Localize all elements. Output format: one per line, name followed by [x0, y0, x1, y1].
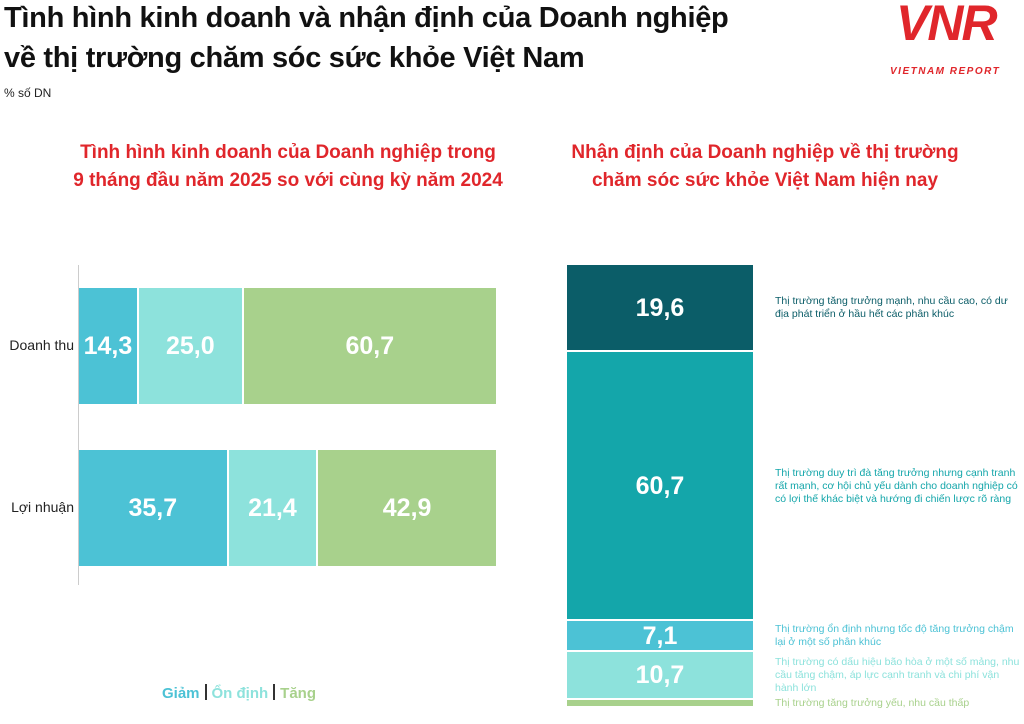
bar-segment	[567, 699, 753, 706]
category-label: Doanh thu	[9, 337, 74, 353]
legend-separator	[204, 684, 207, 700]
chart-title: Nhận định của Doanh nghiệp về thị trường	[571, 142, 959, 163]
title-line: về thị trường chăm sóc sức khỏe Việt Nam	[4, 42, 585, 74]
bar-segment	[79, 288, 137, 404]
chart-title: chăm sóc sức khỏe Việt Nam hiện nay	[591, 170, 939, 191]
legend-separator	[273, 684, 276, 700]
bar-segment	[79, 450, 227, 566]
value-label: 42,9	[382, 493, 432, 522]
value-label: 21,4	[248, 493, 297, 522]
series-label: Thị trường duy trì đà tăng trưởng nhưng …	[775, 466, 1018, 505]
bar-segment	[567, 620, 753, 651]
title-line: Tình hình kinh doanh và nhận định của Do…	[4, 2, 729, 34]
unit: % số DN	[4, 86, 52, 100]
bar-segment	[228, 450, 317, 566]
bar-segment	[138, 288, 242, 404]
bar-segment	[567, 351, 753, 619]
series-label: Thị trường có dấu hiệu bão hòa ở một số …	[775, 656, 1020, 695]
value-label: 35,7	[128, 493, 178, 522]
value-label: 19,6	[635, 293, 685, 322]
logo-subtext: VIETNAM REPORT	[890, 66, 1001, 77]
value-label: 7,1	[642, 621, 678, 650]
legend: Giảm Ổn định Tăng	[162, 684, 316, 702]
category-label: Lợi nhuận	[11, 499, 74, 515]
legend-entry: Ổn định	[211, 685, 269, 702]
bar-segment	[243, 288, 496, 404]
series-label: Thị trường tăng trưởng yếu, nhu cầu thấp	[775, 697, 970, 710]
series-label: Thị trường ổn định nhưng tốc độ tăng trư…	[775, 623, 1014, 649]
axis-line	[78, 265, 79, 585]
value-label: 25,0	[165, 331, 215, 360]
value-label: 14,3	[83, 331, 133, 360]
legend-entry: Tăng	[280, 685, 317, 702]
legend-entry: Giảm	[162, 685, 200, 702]
value-label: 60,7	[345, 331, 395, 360]
chart-title: 9 tháng đầu năm 2025 so với cùng kỳ năm …	[73, 170, 503, 191]
logo: VNR	[896, 0, 998, 51]
value-label: 10,7	[635, 661, 685, 690]
bar-segment	[567, 652, 753, 698]
value-label: 60,7	[635, 471, 685, 500]
bar-segment	[567, 265, 753, 350]
bar-segment	[318, 450, 496, 566]
chart-title: Tình hình kinh doanh của Doanh nghiệp tr…	[80, 142, 496, 163]
series-label: Thị trường tăng trưởng mạnh, nhu cầu cao…	[775, 295, 1008, 321]
